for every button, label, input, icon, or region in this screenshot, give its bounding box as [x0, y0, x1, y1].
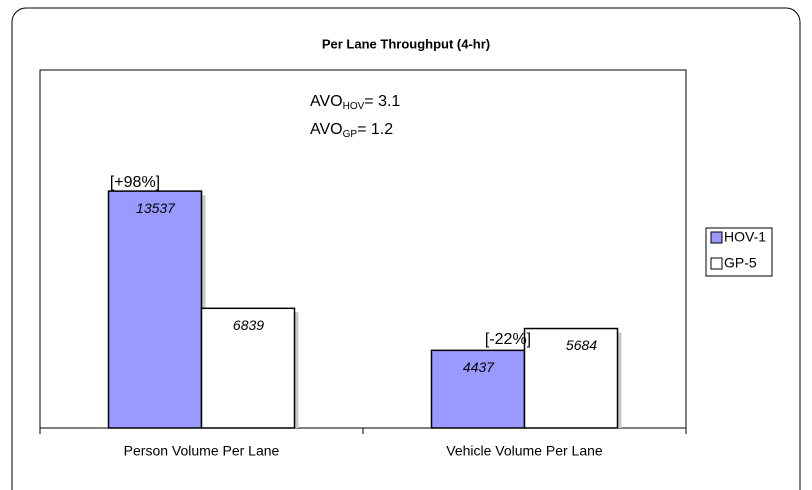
data-label: 5684: [566, 337, 597, 353]
annotation-main: AVO: [310, 93, 343, 110]
annotation-sub: GP: [343, 129, 358, 140]
bar: [430, 349, 526, 429]
data-label: 4437: [463, 359, 495, 375]
x-tick-label: Person Volume Per Lane: [124, 443, 280, 459]
change-label: [-22%]: [485, 331, 531, 348]
legend-swatch: [710, 257, 723, 270]
annotation-main: AVO: [310, 121, 343, 138]
legend-label: HOV-1: [724, 229, 766, 245]
x-tick-label: Vehicle Volume Per Lane: [446, 443, 603, 459]
annotation: AVOGP= 1.2: [310, 121, 393, 139]
annotation-rest: = 3.1: [364, 93, 400, 110]
legend-label: GP-5: [724, 255, 757, 271]
legend-swatch: [710, 231, 723, 244]
annotation-rest: = 1.2: [357, 121, 393, 138]
data-label: 6839: [233, 317, 264, 333]
bar: [523, 327, 619, 429]
bar: [107, 190, 203, 429]
annotation-sub: HOV: [343, 101, 365, 112]
change-label: [+98%]: [110, 174, 160, 191]
chart-title: Per Lane Throughput (4-hr): [322, 36, 490, 51]
annotation: AVOHOV= 3.1: [310, 93, 400, 111]
bar: [200, 307, 296, 429]
data-label: 13537: [136, 200, 176, 216]
